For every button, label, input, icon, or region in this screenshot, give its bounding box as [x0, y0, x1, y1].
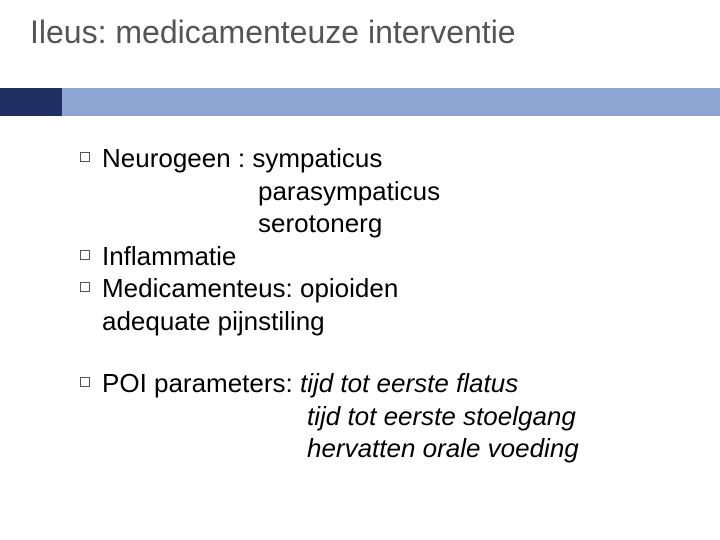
text-span-italic: tijd tot eerste flatus: [300, 368, 518, 398]
bullet-text: serotonerg: [102, 207, 440, 240]
bullet-item: Medicamenteus: opioiden adequate pijnsti…: [80, 272, 680, 337]
content-area: Neurogeen : sympaticus parasympaticus se…: [80, 142, 680, 465]
bullet-text: tijd tot eerste stoelgang: [102, 400, 579, 433]
accent-bar: [0, 88, 720, 116]
bullet-marker-icon: [80, 282, 90, 292]
bullet-marker-icon: [80, 250, 90, 260]
bullet-marker-icon: [80, 377, 90, 387]
bullet-item: Neurogeen : sympaticus parasympaticus se…: [80, 142, 680, 240]
slide-title: Ileus: medicamenteuze interventie: [30, 14, 516, 51]
accent-bar-light: [62, 88, 720, 116]
accent-bar-dark: [0, 88, 62, 116]
spacer: [80, 337, 680, 367]
bullet-text: Neurogeen : sympaticus: [102, 142, 440, 175]
bullet-item: Inflammatie: [80, 240, 680, 273]
bullet-text: adequate pijnstiling: [102, 305, 398, 338]
text-span: POI parameters:: [102, 368, 300, 398]
bullet-text: POI parameters: tijd tot eerste flatus: [102, 367, 579, 400]
bullet-marker-icon: [80, 152, 90, 162]
slide: Ileus: medicamenteuze interventie Neurog…: [0, 0, 720, 540]
bullet-text: Medicamenteus: opioiden: [102, 272, 398, 305]
bullet-text: parasympaticus: [102, 175, 440, 208]
bullet-item: POI parameters: tijd tot eerste flatus t…: [80, 367, 680, 465]
bullet-text: Inflammatie: [102, 240, 236, 273]
bullet-text: hervatten orale voeding: [102, 432, 579, 465]
